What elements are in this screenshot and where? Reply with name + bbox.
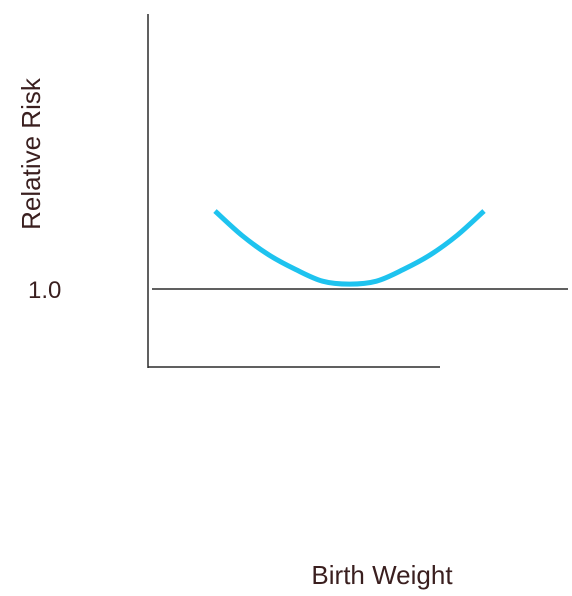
series-line <box>213 209 486 287</box>
y-axis-label: Relative Risk <box>16 77 46 230</box>
y-tick-label: 1.0 <box>28 277 61 304</box>
x-axis-label: Birth Weight <box>311 560 453 590</box>
